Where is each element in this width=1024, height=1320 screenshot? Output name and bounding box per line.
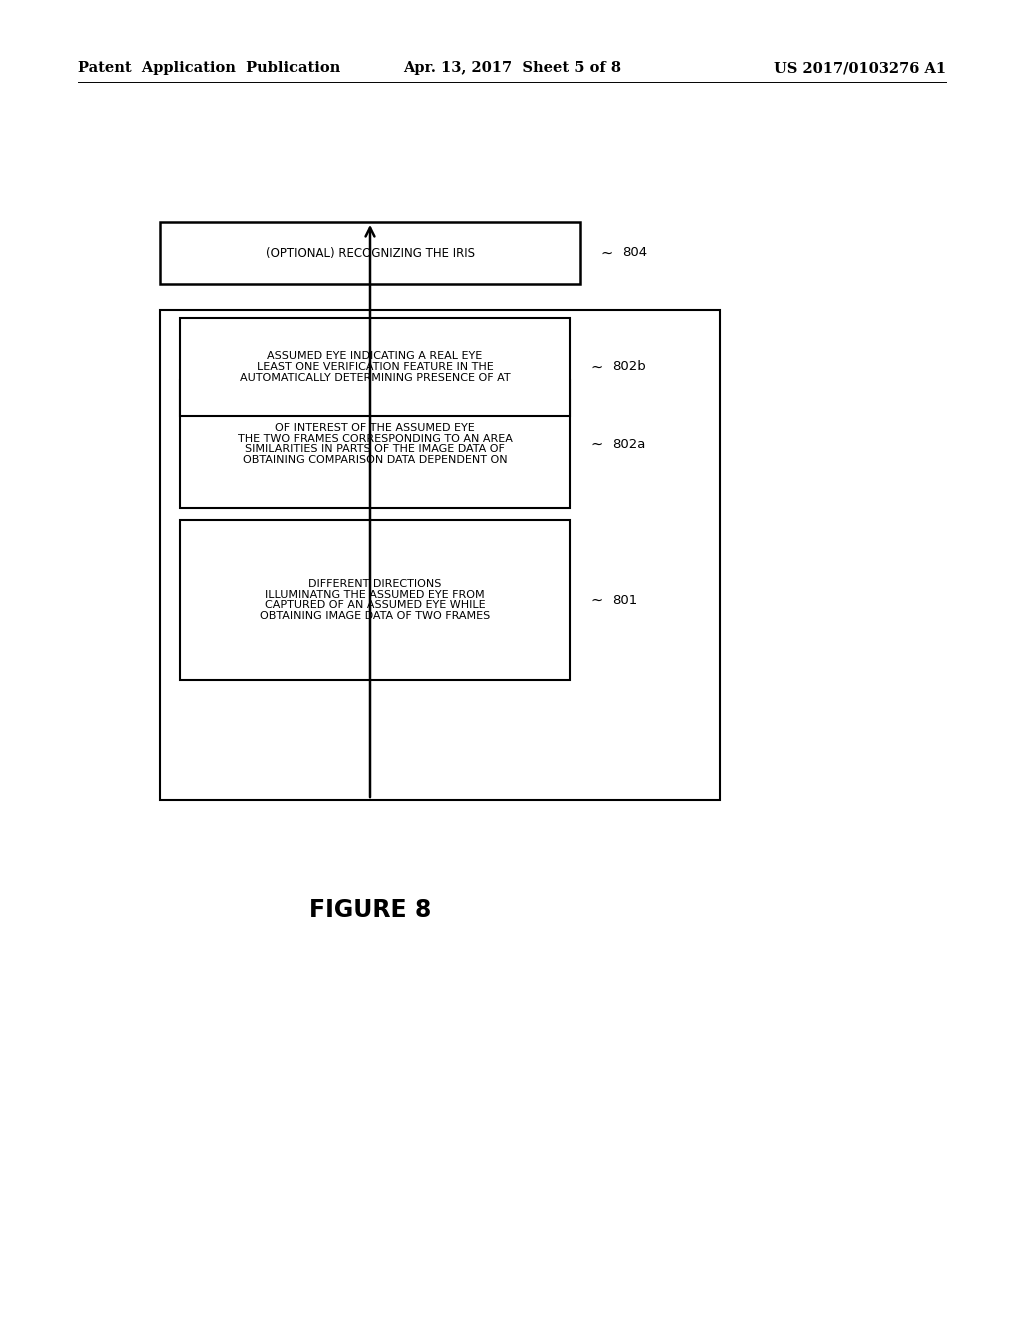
Text: 802b: 802b [612, 360, 646, 374]
Text: ∼: ∼ [590, 359, 602, 375]
Bar [180, 520, 570, 680]
Bar [180, 318, 570, 416]
Text: Apr. 13, 2017  Sheet 5 of 8: Apr. 13, 2017 Sheet 5 of 8 [403, 61, 621, 75]
Bar [160, 310, 720, 800]
Bar [180, 380, 570, 508]
Text: OBTAINING IMAGE DATA OF TWO FRAMES: OBTAINING IMAGE DATA OF TWO FRAMES [260, 611, 490, 622]
Text: 801: 801 [612, 594, 637, 606]
Text: US 2017/0103276 A1: US 2017/0103276 A1 [774, 61, 946, 75]
Text: Patent  Application  Publication: Patent Application Publication [78, 61, 340, 75]
Text: (OPTIONAL) RECOGNIZING THE IRIS: (OPTIONAL) RECOGNIZING THE IRIS [265, 247, 474, 260]
Text: ILLUMINATNG THE ASSUMED EYE FROM: ILLUMINATNG THE ASSUMED EYE FROM [265, 590, 484, 599]
Text: THE TWO FRAMES CORRESPONDING TO AN AREA: THE TWO FRAMES CORRESPONDING TO AN AREA [238, 433, 512, 444]
Text: AUTOMATICALLY DETERMINING PRESENCE OF AT: AUTOMATICALLY DETERMINING PRESENCE OF AT [240, 372, 510, 383]
Text: ∼: ∼ [600, 246, 612, 260]
Text: 802a: 802a [612, 437, 645, 450]
Text: OF INTEREST OF THE ASSUMED EYE: OF INTEREST OF THE ASSUMED EYE [275, 422, 475, 433]
Text: ASSUMED EYE INDICATING A REAL EYE: ASSUMED EYE INDICATING A REAL EYE [267, 351, 482, 362]
Text: OBTAINING COMPARISON DATA DEPENDENT ON: OBTAINING COMPARISON DATA DEPENDENT ON [243, 455, 507, 465]
Text: 804: 804 [622, 247, 647, 260]
Text: ∼: ∼ [590, 593, 602, 607]
Text: FIGURE 8: FIGURE 8 [309, 898, 431, 921]
Text: LEAST ONE VERIFICATION FEATURE IN THE: LEAST ONE VERIFICATION FEATURE IN THE [257, 362, 494, 372]
Text: SIMILARITIES IN PARTS OF THE IMAGE DATA OF: SIMILARITIES IN PARTS OF THE IMAGE DATA … [245, 445, 505, 454]
Text: ∼: ∼ [590, 437, 602, 451]
Text: DIFFERENT DIRECTIONS: DIFFERENT DIRECTIONS [308, 578, 441, 589]
Text: CAPTURED OF AN ASSUMED EYE WHILE: CAPTURED OF AN ASSUMED EYE WHILE [264, 601, 485, 610]
Bar [160, 222, 580, 284]
